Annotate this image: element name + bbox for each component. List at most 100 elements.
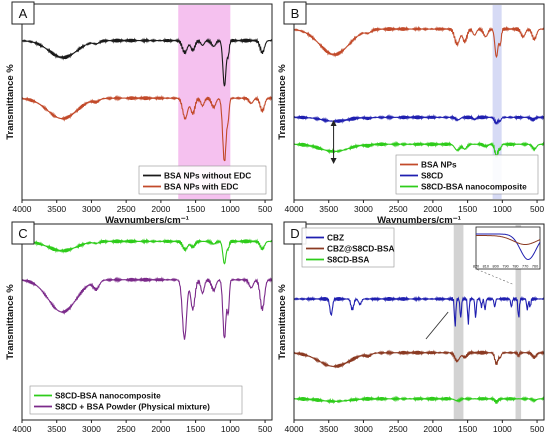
x-tick-label: 1000 <box>221 424 240 434</box>
panel-c: 4000350030002500200015001000500Wavnumber… <box>5 221 273 440</box>
inset-line <box>476 235 541 245</box>
x-tick-label: 3000 <box>82 204 101 214</box>
series-line <box>293 25 545 59</box>
x-tick-label: 1500 <box>458 424 477 434</box>
inset-tick-label: 770 <box>522 265 528 269</box>
highlight-region <box>492 5 502 199</box>
x-tick-label: 3000 <box>354 424 373 434</box>
x-tick-label: 2500 <box>389 204 408 214</box>
legend-entry: CBZ <box>327 233 344 243</box>
legend-entry: BSA NPs with EDC <box>164 182 238 192</box>
panel-label: C <box>11 221 35 245</box>
inset-tick-label: 800 <box>493 265 499 269</box>
x-tick-label: 4000 <box>13 424 32 434</box>
panel-label: B <box>283 1 307 25</box>
series-line <box>293 349 545 369</box>
panel-label-text: B <box>291 6 300 21</box>
panel-label-text: D <box>290 226 299 241</box>
x-tick-label: 2000 <box>423 424 442 434</box>
x-tick-label: 1000 <box>221 204 240 214</box>
legend-box <box>29 385 243 415</box>
panel-b: 4000 3500 3000 2500 2000 1500 1000 500 Wavnumber… <box>277 1 545 226</box>
y-axis-label: Transmittance % <box>5 64 16 140</box>
annotation-arrow <box>425 311 449 340</box>
series-line <box>21 276 273 340</box>
x-tick-label: 1000 <box>493 204 512 214</box>
highlight-region <box>515 225 522 419</box>
series-line <box>21 238 273 265</box>
x-tick-label: 3500 <box>319 424 338 434</box>
legend-entry: S8CD-BSA nanocomposite <box>55 391 161 401</box>
x-axis-label: Wavnumbers/cm⁻¹ <box>377 215 461 226</box>
x-tick-label: 500 <box>530 204 544 214</box>
series-line <box>293 114 545 125</box>
y-axis-label: Transmittance % <box>5 284 16 360</box>
panel-label-box <box>11 1 35 25</box>
panel-label-text: A <box>19 6 28 21</box>
x-tick-label: 2000 <box>423 204 442 214</box>
legend-box <box>138 165 267 195</box>
legend-entry: S8CD-BSA nanocomposite <box>421 182 527 192</box>
x-axis-label: Wavnumbers/cm⁻¹ <box>105 215 189 226</box>
y-axis-label: Transmittance % <box>277 284 288 360</box>
x-tick-label: 4000 <box>285 204 304 214</box>
inset-connector <box>475 268 513 285</box>
series-line <box>21 94 273 162</box>
plot-frame <box>21 3 273 201</box>
y-axis-label: Transmittance % <box>277 64 288 140</box>
legend-entry: S8CD + BSA Powder (Physical mixture) <box>55 402 210 412</box>
series-line <box>21 37 273 87</box>
annotation-arrowhead <box>330 158 337 164</box>
panel-label-box <box>11 221 35 245</box>
x-tick-label: 3500 <box>47 424 66 434</box>
plot-frame <box>21 223 273 421</box>
x-tick-label: 3000 <box>82 424 101 434</box>
legend-entry: BSA NPs <box>421 160 457 170</box>
panel-d: 4000350030002500200015001000500Wavnumber… <box>277 221 545 440</box>
annotation-arrowhead <box>330 120 337 126</box>
x-tick-label: 500 <box>530 424 544 434</box>
x-tick-label: 3500 <box>319 204 338 214</box>
inset-frame <box>475 226 541 270</box>
x-tick-label: 3000 <box>354 204 373 214</box>
inset-line <box>476 233 541 261</box>
x-tick-label: 1500 <box>186 204 205 214</box>
legend-entry: BSA NPs without EDC <box>164 171 251 181</box>
inset-tick-label: 760 <box>532 265 538 269</box>
x-tick-label: 2500 <box>117 204 136 214</box>
x-tick-label: 4000 <box>13 204 32 214</box>
x-tick-label: 1500 <box>186 424 205 434</box>
series-line <box>293 395 545 405</box>
x-tick-label: 500 <box>258 424 272 434</box>
panel-label: A <box>11 1 35 25</box>
x-tick-label: 3500 <box>47 204 66 214</box>
x-tick-label: 500 <box>258 204 272 214</box>
legend-entry: CBZ@S8CD-BSA <box>327 244 395 254</box>
series-line <box>293 140 545 158</box>
x-tick-label: 2000 <box>151 424 170 434</box>
x-tick-label: 1500 <box>458 204 477 214</box>
panel-a: 4000 3500 3000 2500 2000 1500 1000 500 Wavnumber… <box>5 1 273 226</box>
plot-frame <box>293 223 545 421</box>
x-tick-label: 2500 <box>389 424 408 434</box>
panel-label-box <box>283 1 307 25</box>
x-tick-label: 2500 <box>117 424 136 434</box>
legend-entry: S8CD-BSA <box>327 255 369 265</box>
panel-label-text: C <box>18 226 27 241</box>
x-tick-label: 1000 <box>493 424 512 434</box>
plot-frame <box>293 3 545 201</box>
highlight-region <box>453 225 464 419</box>
inset-tick-label: 790 <box>502 265 508 269</box>
x-tick-label: 4000 <box>285 424 304 434</box>
x-tick-label: 2000 <box>151 204 170 214</box>
inset: 820 810 800 790 780 770 760 <box>473 226 541 270</box>
legend-entry: S8CD <box>421 171 443 181</box>
inset-tick-label: 780 <box>512 265 518 269</box>
legend-box <box>301 227 395 268</box>
